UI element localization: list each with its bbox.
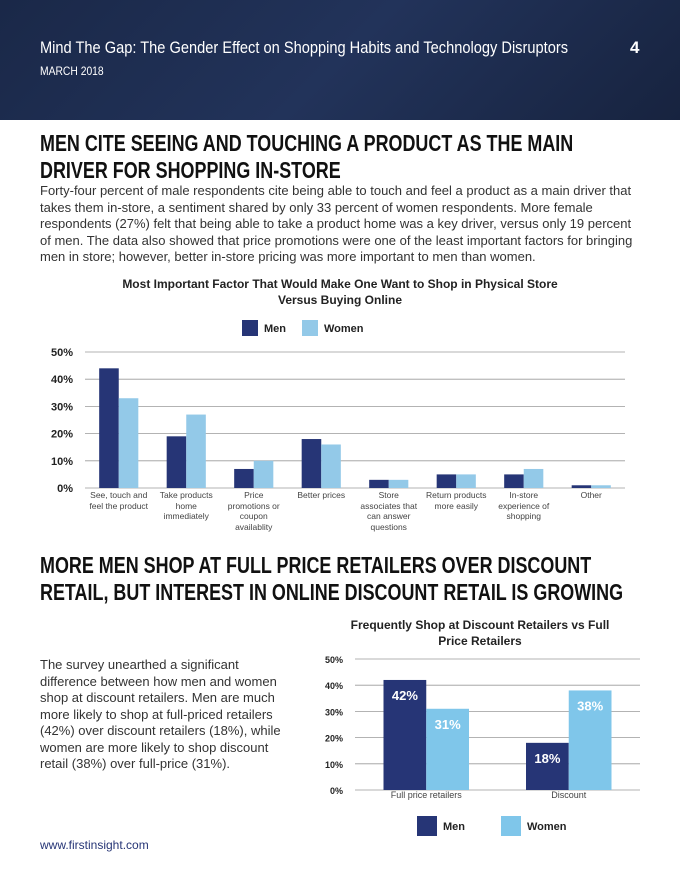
- section-text: The survey unearthed a significant diffe…: [40, 657, 281, 771]
- bar: [523, 468, 544, 488]
- y-tick-label: 10%: [325, 760, 343, 770]
- bar: [504, 474, 524, 488]
- bar: [369, 479, 389, 488]
- legend-swatch: [302, 320, 318, 336]
- section-text: Forty-four percent of male respondents c…: [40, 183, 633, 264]
- y-tick-label: 30%: [325, 707, 343, 717]
- bar: [591, 485, 611, 488]
- data-label: 38%: [577, 698, 603, 713]
- chart-plot: 0% 10% 20% 30% 40% 50% 42% 31% 18% 38% Men Women: [325, 655, 640, 836]
- bar: [118, 398, 139, 488]
- x-tick-label: See, touch and feel the product: [89, 490, 149, 511]
- x-tick-label: Price promotions or coupon availablity: [227, 490, 280, 532]
- x-tick-label: Other: [580, 490, 602, 500]
- legend-swatch: [417, 816, 437, 836]
- bar: [456, 474, 476, 488]
- x-tick-label: In-store experience of shopping: [498, 490, 550, 521]
- section-heading: MORE MEN SHOP AT FULL PRICE RETAILERS OV…: [40, 552, 624, 605]
- legend-swatch: [501, 816, 521, 836]
- x-tick-label: Return products more easily: [426, 490, 487, 511]
- chart: 0% 10% 20% 30% 40% 50% Men Women Most Important …: [40, 276, 640, 536]
- legend-label: Women: [527, 821, 567, 833]
- page-number: 4: [630, 38, 640, 57]
- section-heading: MEN CITE SEEING AND TOUCHING A PRODUCT A…: [40, 130, 574, 183]
- header-band: [0, 0, 680, 120]
- chart-title: Frequently Shop at Discount Retailers vs…: [350, 618, 610, 648]
- bar: [186, 414, 206, 488]
- bar: [234, 468, 254, 488]
- legend-label: Men: [264, 323, 286, 335]
- y-tick-label: 50%: [325, 655, 343, 665]
- header-date: MARCH 2018: [40, 64, 104, 78]
- x-tick-label: Take products home immediately: [159, 490, 213, 521]
- header-title: Mind The Gap: The Gender Effect on Shopp…: [40, 38, 568, 57]
- data-label: 18%: [534, 751, 560, 766]
- legend-swatch: [242, 320, 258, 336]
- bar: [426, 708, 469, 790]
- bar: [383, 679, 427, 790]
- chart-title: Most Important Factor That Would Make On…: [122, 277, 558, 307]
- legend-label: Women: [324, 323, 364, 335]
- y-tick-label: 30%: [51, 401, 73, 413]
- y-tick-label: 0%: [330, 786, 343, 796]
- data-label: 42%: [392, 688, 418, 703]
- bar: [99, 368, 119, 488]
- x-tick-label: Better prices: [297, 490, 346, 500]
- y-tick-label: 10%: [51, 456, 73, 468]
- x-tick-label: Discount: [551, 790, 587, 800]
- x-tick-label: Store associates that can answer questio…: [360, 490, 418, 532]
- footer-link[interactable]: www.firstinsight.com: [40, 838, 149, 852]
- y-tick-label: 20%: [325, 734, 343, 744]
- bar: [568, 690, 612, 790]
- y-tick-label: 40%: [325, 681, 343, 691]
- bar: [253, 460, 274, 488]
- bar: [388, 479, 409, 488]
- x-tick-label: Full price retailers: [390, 790, 462, 800]
- legend-label: Men: [443, 821, 465, 833]
- y-tick-label: 0%: [57, 483, 73, 495]
- bar: [526, 742, 569, 790]
- bar: [301, 439, 322, 488]
- y-tick-label: 40%: [51, 374, 73, 386]
- y-tick-label: 50%: [51, 347, 73, 359]
- y-tick-label: 20%: [51, 429, 73, 441]
- bar: [166, 436, 187, 488]
- bar: [571, 485, 592, 488]
- data-label: 31%: [435, 717, 461, 732]
- chart-plot: 0% 10% 20% 30% 40% 50% Men Women: [51, 320, 625, 495]
- chart: 0% 10% 20% 30% 40% 50% 42% 31% 18% 38% Men Women Fre…: [315, 616, 645, 846]
- bar: [321, 444, 341, 488]
- bar: [436, 474, 457, 488]
